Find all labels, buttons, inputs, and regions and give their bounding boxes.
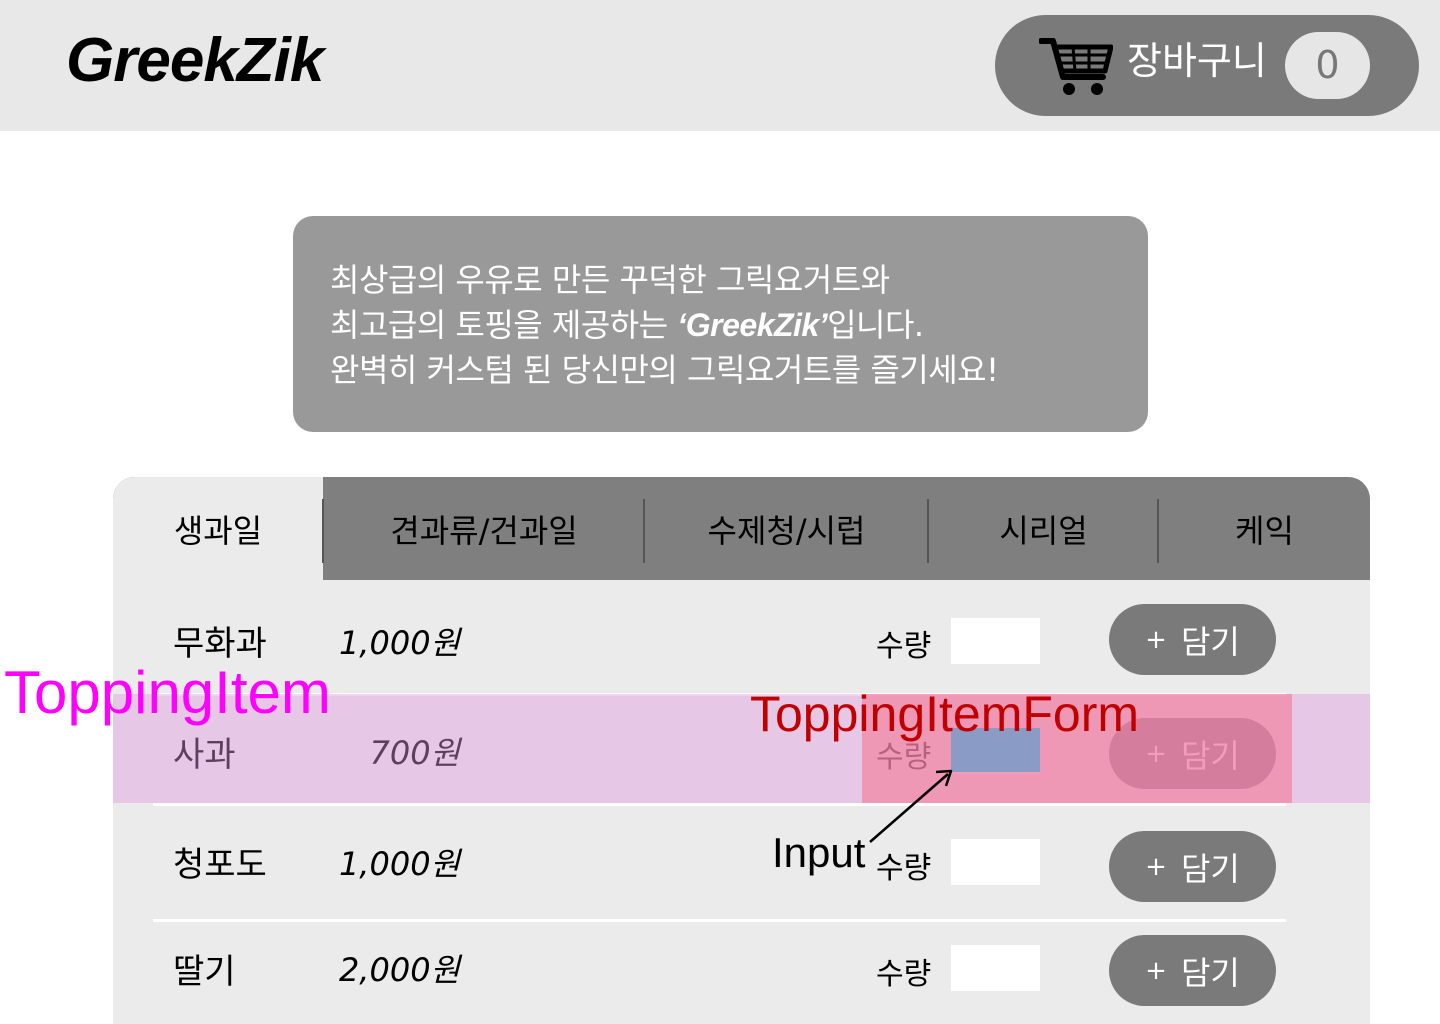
add-button-label: 담기 bbox=[1180, 849, 1240, 888]
intro-line-2-suffix: 입니다. bbox=[827, 306, 924, 344]
plus-icon: + bbox=[1145, 955, 1167, 986]
annotation-input: Input bbox=[772, 829, 866, 876]
header: GreekZik 장바구니 0 bbox=[0, 0, 1440, 131]
intro-line-1: 최상급의 우유로 만든 꾸덕한 그릭요거트와 bbox=[330, 261, 890, 299]
item-price: 2,000원 bbox=[338, 951, 460, 989]
quantity-input[interactable] bbox=[951, 839, 1040, 885]
item-name: 무화과 bbox=[173, 624, 267, 664]
item-price: 1,000원 bbox=[338, 624, 460, 662]
row-divider bbox=[153, 803, 1286, 806]
tab-divider bbox=[643, 499, 645, 563]
add-to-cart-button[interactable]: + 담기 bbox=[1109, 831, 1276, 902]
intro-banner: 최상급의 우유로 만든 꾸덕한 그릭요거트와 최고급의 토핑을 제공하는 ‘Gr… bbox=[293, 216, 1148, 432]
tab-divider bbox=[322, 499, 324, 563]
add-button-label: 담기 bbox=[1180, 622, 1240, 661]
logo[interactable]: GreekZik bbox=[66, 26, 324, 95]
annotation-topping-item-form: ToppingItemForm bbox=[750, 686, 1140, 742]
plus-icon: + bbox=[1145, 851, 1167, 882]
intro-line-2: 최고급의 토핑을 제공하는 ‘GreekZik’입니다. bbox=[330, 303, 1148, 348]
add-button-label: 담기 bbox=[1180, 953, 1240, 992]
annotation-arrow-icon bbox=[869, 769, 953, 843]
intro-line-3: 완벽히 커스텀 된 당신만의 그릭요거트를 즐기세요! bbox=[330, 351, 999, 389]
topping-item-form-highlight bbox=[862, 694, 1292, 803]
tab-cereal[interactable]: 시리얼 bbox=[999, 511, 1088, 550]
item-price: 1,000원 bbox=[338, 845, 460, 883]
annotation-topping-item: ToppingItem bbox=[4, 659, 331, 726]
tab-divider bbox=[927, 499, 929, 563]
cart-label: 장바구니 bbox=[1127, 39, 1267, 83]
add-to-cart-button[interactable]: + 담기 bbox=[1109, 935, 1276, 1006]
row-divider bbox=[153, 919, 1286, 922]
tab-syrup[interactable]: 수제청/시럽 bbox=[707, 511, 866, 550]
item-name: 사과 bbox=[173, 735, 236, 775]
input-highlight bbox=[951, 728, 1040, 772]
quantity-label: 수량 bbox=[876, 851, 932, 886]
category-tabs: 생과일 견과류/건과일 수제청/시럽 시리얼 케익 bbox=[113, 477, 1370, 580]
item-name: 딸기 bbox=[173, 952, 236, 992]
add-to-cart-button[interactable]: + 담기 bbox=[1109, 604, 1276, 675]
quantity-input[interactable] bbox=[951, 618, 1040, 664]
row-divider bbox=[153, 693, 1286, 696]
intro-line-2-prefix: 최고급의 토핑을 제공하는 bbox=[330, 306, 678, 344]
intro-brand: ‘GreekZik’ bbox=[677, 307, 828, 343]
tab-divider bbox=[1157, 499, 1159, 563]
shopping-cart-icon bbox=[1039, 38, 1113, 95]
item-price: 700원 bbox=[369, 734, 460, 772]
quantity-label: 수량 bbox=[876, 629, 932, 664]
quantity-label: 수량 bbox=[876, 957, 932, 992]
plus-icon: + bbox=[1145, 624, 1167, 655]
tab-cake[interactable]: 케익 bbox=[1235, 511, 1294, 550]
tab-fresh-fruit[interactable]: 생과일 bbox=[113, 477, 323, 580]
cart-button[interactable]: 장바구니 0 bbox=[995, 15, 1419, 116]
tab-nuts-dried-fruit[interactable]: 견과류/건과일 bbox=[390, 511, 578, 550]
quantity-input[interactable] bbox=[951, 945, 1040, 991]
cart-count-badge: 0 bbox=[1285, 32, 1370, 99]
item-name: 청포도 bbox=[173, 845, 267, 885]
